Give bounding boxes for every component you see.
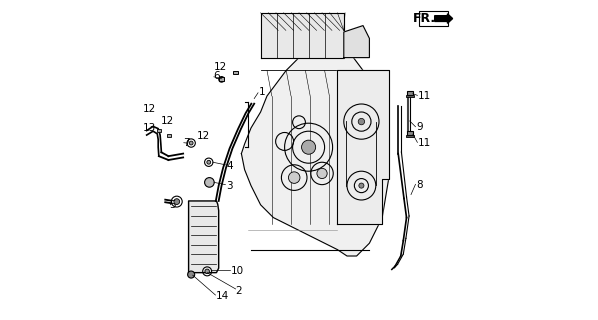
Text: 10: 10	[230, 266, 243, 276]
Circle shape	[205, 178, 214, 187]
Circle shape	[174, 199, 179, 204]
Circle shape	[288, 172, 300, 183]
FancyBboxPatch shape	[407, 131, 413, 135]
Polygon shape	[344, 26, 370, 58]
Circle shape	[207, 160, 210, 164]
Circle shape	[358, 118, 365, 125]
FancyBboxPatch shape	[166, 134, 170, 137]
Text: 1: 1	[259, 87, 266, 97]
FancyBboxPatch shape	[407, 91, 413, 95]
Text: 11: 11	[418, 91, 431, 101]
Text: 7: 7	[183, 138, 190, 148]
Text: 11: 11	[418, 138, 431, 148]
Circle shape	[189, 141, 193, 145]
Text: 3: 3	[226, 180, 233, 191]
FancyBboxPatch shape	[157, 129, 161, 132]
Text: 5: 5	[169, 200, 176, 211]
Text: 2: 2	[236, 286, 242, 296]
Text: 14: 14	[216, 291, 230, 301]
Text: 8: 8	[416, 180, 423, 190]
FancyBboxPatch shape	[219, 77, 224, 81]
Circle shape	[188, 271, 195, 278]
Text: FR.: FR.	[413, 12, 436, 25]
Circle shape	[359, 183, 364, 188]
Circle shape	[205, 269, 209, 274]
Text: 12: 12	[197, 131, 210, 141]
Text: 12: 12	[161, 116, 174, 126]
Text: 12: 12	[213, 61, 227, 72]
Text: 12: 12	[143, 104, 156, 115]
Text: 13: 13	[143, 123, 156, 133]
Text: 9: 9	[416, 122, 423, 132]
Polygon shape	[261, 13, 344, 58]
FancyBboxPatch shape	[233, 71, 238, 74]
Polygon shape	[337, 70, 389, 224]
Circle shape	[301, 140, 316, 154]
Circle shape	[317, 168, 327, 179]
Polygon shape	[188, 201, 219, 273]
Text: 4: 4	[226, 161, 233, 171]
Text: 6: 6	[213, 71, 220, 81]
Polygon shape	[242, 38, 389, 256]
FancyBboxPatch shape	[405, 95, 414, 97]
FancyArrow shape	[435, 14, 453, 23]
FancyBboxPatch shape	[405, 135, 414, 137]
